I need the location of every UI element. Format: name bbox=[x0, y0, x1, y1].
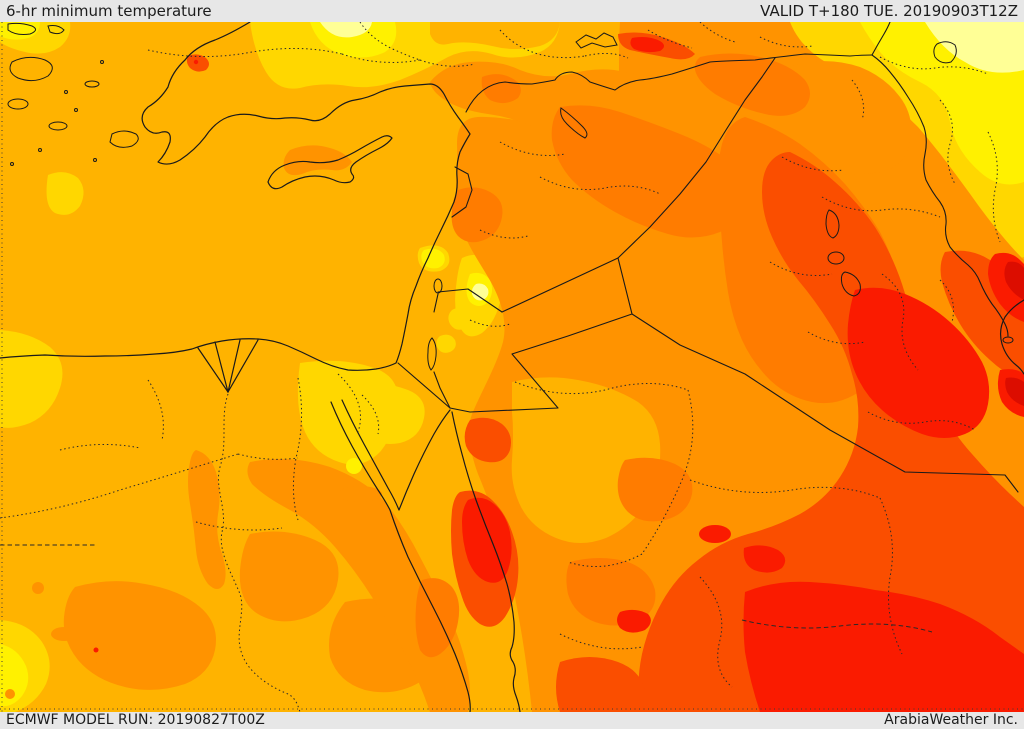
persian-gulf-coast bbox=[999, 299, 1024, 375]
map-title: 6-hr minimum temperature bbox=[6, 2, 212, 20]
lakes bbox=[427, 32, 1014, 371]
iraq-saudi-border bbox=[631, 313, 1019, 493]
footer-bar: ECMWF MODEL RUN: 20190827T00Z ArabiaWeat… bbox=[0, 712, 1024, 729]
lebanon-border bbox=[451, 166, 473, 218]
weather-map bbox=[0, 22, 1024, 712]
header-bar: 6-hr minimum temperature VALID T+180 TUE… bbox=[0, 0, 1024, 22]
lake-habbaniyah bbox=[827, 251, 845, 265]
sinai-coast bbox=[341, 399, 451, 511]
admin-borders bbox=[0, 22, 1001, 712]
iran-iraq-border bbox=[871, 54, 1009, 337]
cyprus-coastline bbox=[267, 135, 393, 190]
turkey-iran-border bbox=[871, 22, 891, 56]
nile-delta-branch bbox=[227, 339, 259, 393]
lake-tharthar bbox=[825, 209, 840, 239]
valid-time-label: VALID T+180 TUE. 20190903T12Z bbox=[760, 2, 1018, 20]
branding-label: ArabiaWeather Inc. bbox=[884, 712, 1018, 728]
sea-of-galilee bbox=[433, 278, 443, 294]
coastlines bbox=[0, 22, 1024, 712]
lake-van bbox=[933, 41, 957, 64]
nile-delta-branch bbox=[197, 347, 229, 393]
temperature-field bbox=[0, 22, 1024, 712]
mediterranean-coastline bbox=[0, 22, 471, 371]
lake-assad bbox=[560, 107, 588, 139]
gulf-island bbox=[1002, 336, 1014, 344]
euphrates-dam-lake bbox=[575, 32, 618, 49]
nile-river bbox=[218, 393, 301, 712]
lake-razzaza bbox=[840, 271, 861, 297]
nile-delta-branch bbox=[214, 341, 229, 393]
israel-egypt-border bbox=[397, 362, 451, 409]
model-run-label: ECMWF MODEL RUN: 20190827T00Z bbox=[6, 712, 265, 728]
turkey-syria-border bbox=[465, 53, 873, 113]
country-borders bbox=[397, 22, 1019, 493]
syria-iraq-border bbox=[617, 57, 776, 259]
red-sea-saudi-coast bbox=[451, 411, 521, 712]
jordan-valley-line bbox=[433, 293, 451, 409]
dead-sea bbox=[427, 337, 437, 371]
nile-delta-branch bbox=[227, 339, 241, 393]
jordan-iraq-saudi-borders bbox=[449, 257, 633, 413]
gulf-of-suez-west-and-red-sea-egypt-coast bbox=[330, 401, 471, 712]
syria-jordan-border bbox=[437, 288, 503, 313]
islands bbox=[7, 22, 139, 166]
